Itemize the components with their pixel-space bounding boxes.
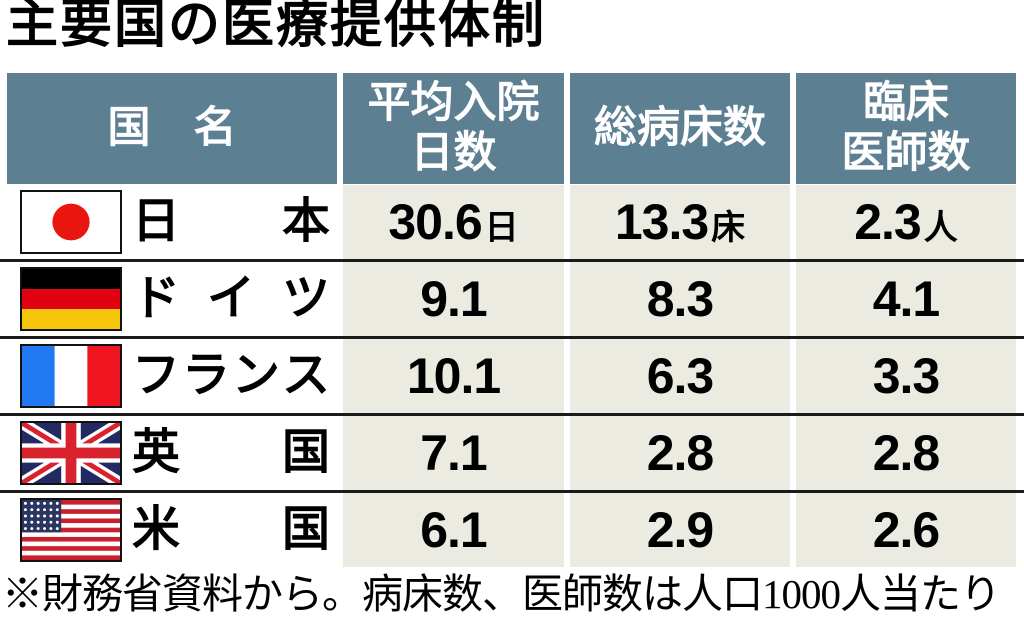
value-unit: 人 [923,209,958,247]
value-text: 9.1 [420,271,488,327]
table-row-uk: 英国 7.1 2.8 2.8 [0,416,1016,490]
country-name-char: 国 [281,503,330,556]
value-text: 4.1 [872,271,941,327]
country-cell: ドイツ [7,262,337,336]
country-cell: 英国 [7,416,337,490]
value-text: 3.3 [872,348,941,404]
source-footnote: ※財務省資料から。病床数、医師数は人口1000人当たり [2,571,1001,617]
country-name: 英国 [132,429,330,477]
value-text: 7.1 [420,425,488,481]
value-cell-clinical-doctors: 2.8 [796,416,1016,490]
value-text: 13.3 床 [614,194,746,250]
value-text: 2.8 [646,425,715,481]
row-divider [0,336,1024,339]
value-text: 6.1 [420,502,488,558]
country-name-char: ン [231,349,280,402]
table-row-germany: ドイツ 9.1 8.3 4.1 [0,262,1016,336]
country-name: ドイツ [132,275,330,323]
country-name-char: ツ [281,272,330,325]
column-header-line: 臨床 [863,78,949,127]
column-header-country: 国 名 [7,73,337,184]
country-name: フランス [132,352,330,400]
value-cell-total-beds: 13.3 床 [570,185,790,259]
row-divider [0,259,1024,262]
table-row-france: フランス 10.1 6.3 3.3 [0,339,1016,413]
column-header-total-beds: 総病床数 [570,73,790,184]
value-cell-avg-hospital-stay: 9.1 [343,262,564,336]
country-name-char: 米 [132,503,181,556]
value-cell-avg-hospital-stay: 6.1 [343,493,564,567]
france-flag-icon [20,344,122,408]
germany-flag-icon [20,267,122,331]
value-unit: 日 [484,209,519,247]
value-cell-total-beds: 2.8 [570,416,790,490]
value-text: 6.3 [646,348,715,404]
column-header-line: 国 名 [107,103,237,152]
country-cell: 米国 [7,493,337,567]
value-cell-clinical-doctors: 4.1 [796,262,1016,336]
usa-flag-icon [20,498,122,562]
column-header-line: 総病床数 [594,103,766,152]
country-name-char: 国 [281,426,330,479]
country-cell: フランス [7,339,337,413]
value-text: 2.6 [872,502,941,558]
japan-flag-icon [20,190,122,254]
country-name-char: ス [281,349,330,402]
value-text: 8.3 [646,271,715,327]
column-header-line: 平均入院 [367,78,540,127]
column-header-line: 日数 [410,128,497,177]
country-name-char: イ [206,272,255,325]
value-cell-avg-hospital-stay: 10.1 [343,339,564,413]
column-header-clinical-doctors: 臨床 医師数 [796,73,1016,184]
table-row-usa: 米国 6.1 2.9 2.6 [0,493,1016,567]
row-divider [0,490,1024,493]
value-cell-avg-hospital-stay: 30.6 日 [343,185,564,259]
value-text: 30.6 日 [388,194,519,250]
country-name-char: ラ [181,349,230,402]
country-cell: 日本 [7,185,337,259]
table-header-row: 国 名平均入院 日数 総病床数 臨床 医師数 [0,73,1016,184]
value-cell-total-beds: 6.3 [570,339,790,413]
country-name-char: ド [132,272,181,325]
value-cell-total-beds: 2.9 [570,493,790,567]
value-cell-clinical-doctors: 2.6 [796,493,1016,567]
value-cell-clinical-doctors: 3.3 [796,339,1016,413]
country-name: 日本 [132,198,330,246]
value-text: 2.3 人 [854,194,958,250]
value-text: 2.8 [872,425,941,481]
column-header-line: 医師数 [841,128,971,177]
table-body: 日本 30.6 日 13.3 床 2.3 人 ドイツ 9.1 8.3 4.1 フランス 10.1 6.… [0,185,1024,567]
value-text: 2.9 [646,502,715,558]
uk-flag-icon [20,421,122,485]
value-cell-avg-hospital-stay: 7.1 [343,416,564,490]
country-name-char: 英 [132,426,181,479]
country-name-char: 本 [281,195,330,248]
country-name-char: フ [132,349,181,402]
value-unit: 床 [711,209,746,247]
column-header-avg-hospital-stay: 平均入院 日数 [343,73,564,184]
value-cell-total-beds: 8.3 [570,262,790,336]
country-name-char: 日 [132,195,181,248]
value-text: 10.1 [406,348,501,404]
country-name: 米国 [132,506,330,554]
row-divider [0,413,1024,416]
table-row-japan: 日本 30.6 日 13.3 床 2.3 人 [0,185,1016,259]
chart-title: 主要国の医療提供体制 [6,0,547,54]
value-cell-clinical-doctors: 2.3 人 [796,185,1016,259]
